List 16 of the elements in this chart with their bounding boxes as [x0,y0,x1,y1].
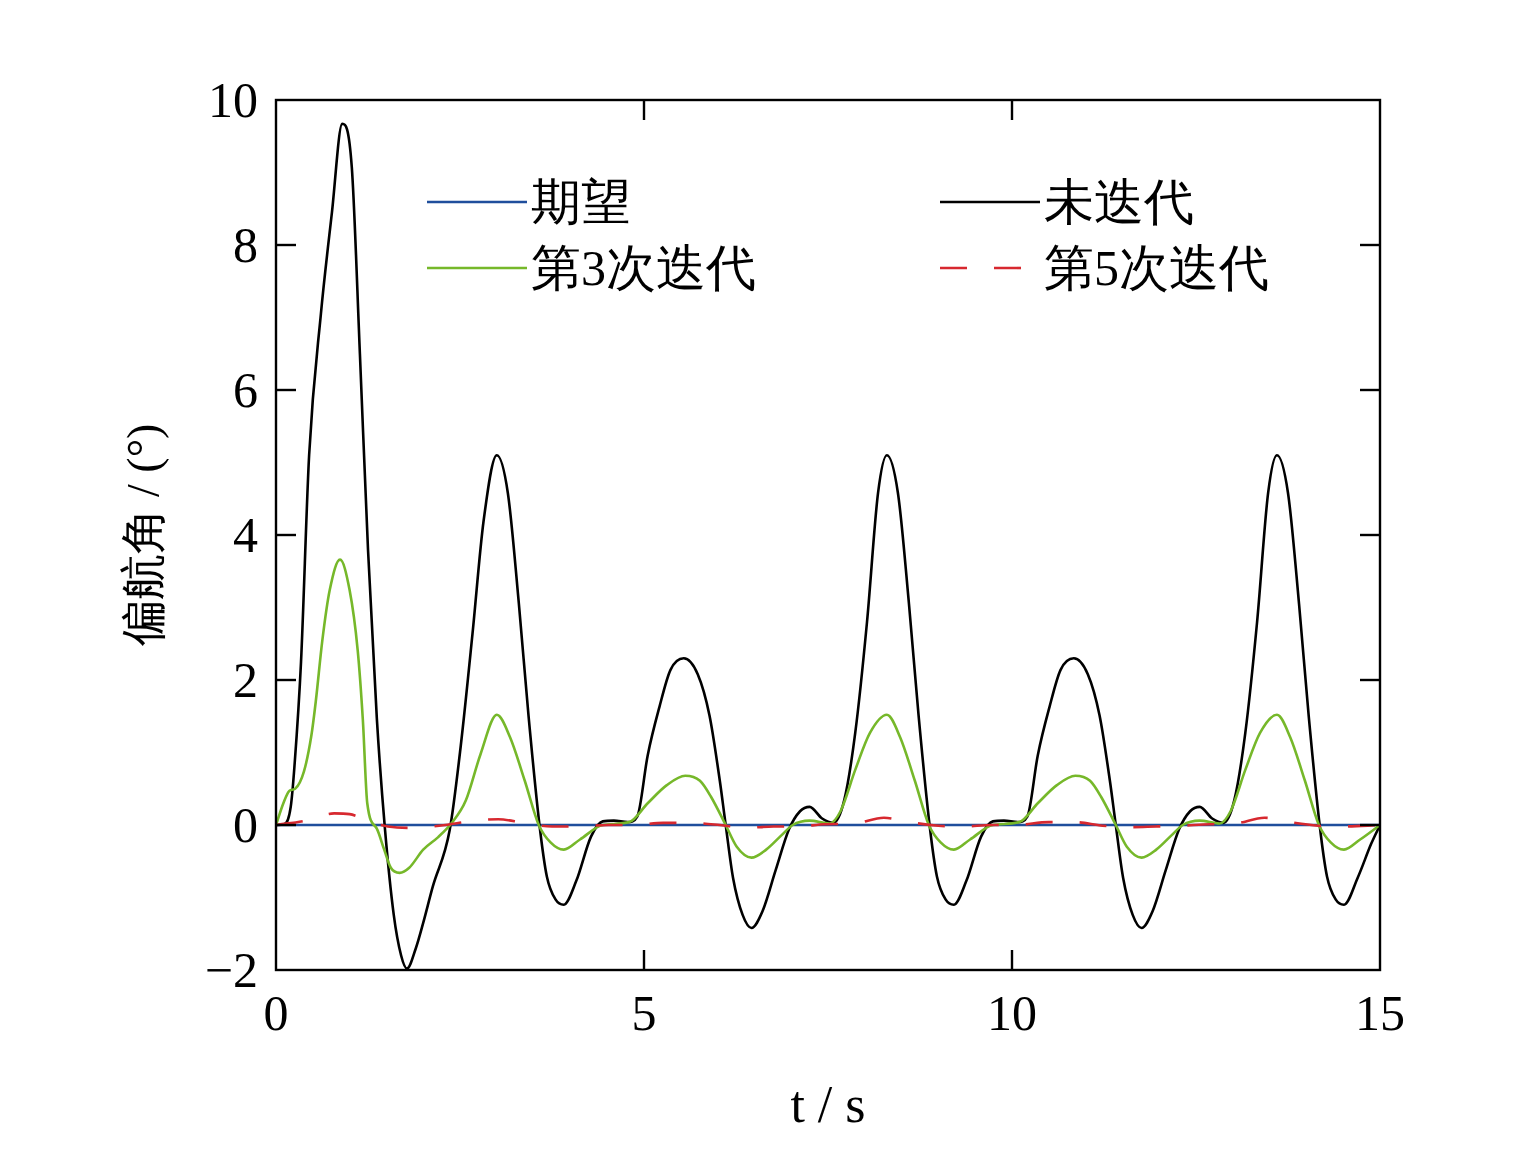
y-tick-label: 10 [208,72,258,128]
y-tick-label: 8 [233,217,258,273]
legend-label: 第5次迭代 [1044,240,1269,296]
x-tick-label: 15 [1355,985,1405,1041]
x-tick-label: 10 [987,985,1037,1041]
y-tick-label: 0 [233,797,258,853]
y-tick-label: 2 [233,652,258,708]
x-tick-label: 5 [631,985,657,1041]
y-tick-label: 6 [233,362,258,418]
legend-label: 期望 [531,174,631,230]
legend-label: 第3次迭代 [531,240,756,296]
legend-label: 未迭代 [1044,174,1194,230]
y-tick-label: 4 [233,507,258,563]
y-axis-title: 偏航角 / (°) [117,423,169,647]
y-tick-label: −2 [204,942,258,998]
x-axis-title: t / s [790,1076,866,1133]
